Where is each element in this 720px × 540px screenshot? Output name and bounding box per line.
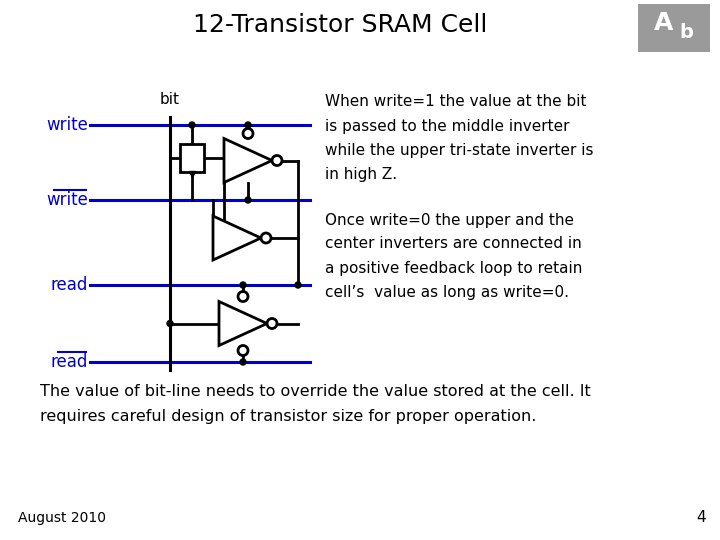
Text: while the upper tri-state inverter is: while the upper tri-state inverter is <box>325 143 593 158</box>
Text: in high Z.: in high Z. <box>325 166 397 181</box>
Text: A: A <box>654 11 674 35</box>
Text: 12-Transistor SRAM Cell: 12-Transistor SRAM Cell <box>193 13 487 37</box>
Polygon shape <box>219 301 267 346</box>
Circle shape <box>245 197 251 203</box>
Text: August 2010: August 2010 <box>18 511 106 525</box>
Bar <box>180 144 204 172</box>
Polygon shape <box>224 138 272 183</box>
Circle shape <box>240 282 246 288</box>
Text: b: b <box>679 24 693 43</box>
Circle shape <box>167 321 173 327</box>
Bar <box>638 4 710 52</box>
Text: The value of bit-line needs to override the value stored at the cell. It: The value of bit-line needs to override … <box>40 384 590 400</box>
Circle shape <box>189 122 195 128</box>
Text: bit: bit <box>160 92 180 107</box>
Text: read: read <box>50 353 88 371</box>
Text: requires careful design of transistor size for proper operation.: requires careful design of transistor si… <box>40 408 536 423</box>
Text: is passed to the middle inverter: is passed to the middle inverter <box>325 118 570 133</box>
Circle shape <box>267 319 277 328</box>
Polygon shape <box>213 216 261 260</box>
Text: write: write <box>46 191 88 209</box>
Circle shape <box>238 292 248 301</box>
Text: cell’s  value as long as write=0.: cell’s value as long as write=0. <box>325 285 569 300</box>
Circle shape <box>243 129 253 138</box>
Circle shape <box>272 156 282 165</box>
Text: 4: 4 <box>696 510 706 525</box>
Text: read: read <box>50 276 88 294</box>
Text: Once write=0 the upper and the: Once write=0 the upper and the <box>325 213 574 227</box>
Text: center inverters are connected in: center inverters are connected in <box>325 237 582 252</box>
Circle shape <box>261 233 271 243</box>
Circle shape <box>245 122 251 128</box>
Text: write: write <box>46 116 88 134</box>
Circle shape <box>238 346 248 355</box>
Text: a positive feedback loop to retain: a positive feedback loop to retain <box>325 260 582 275</box>
Circle shape <box>240 359 246 365</box>
Circle shape <box>295 282 301 288</box>
Text: When write=1 the value at the bit: When write=1 the value at the bit <box>325 94 587 110</box>
